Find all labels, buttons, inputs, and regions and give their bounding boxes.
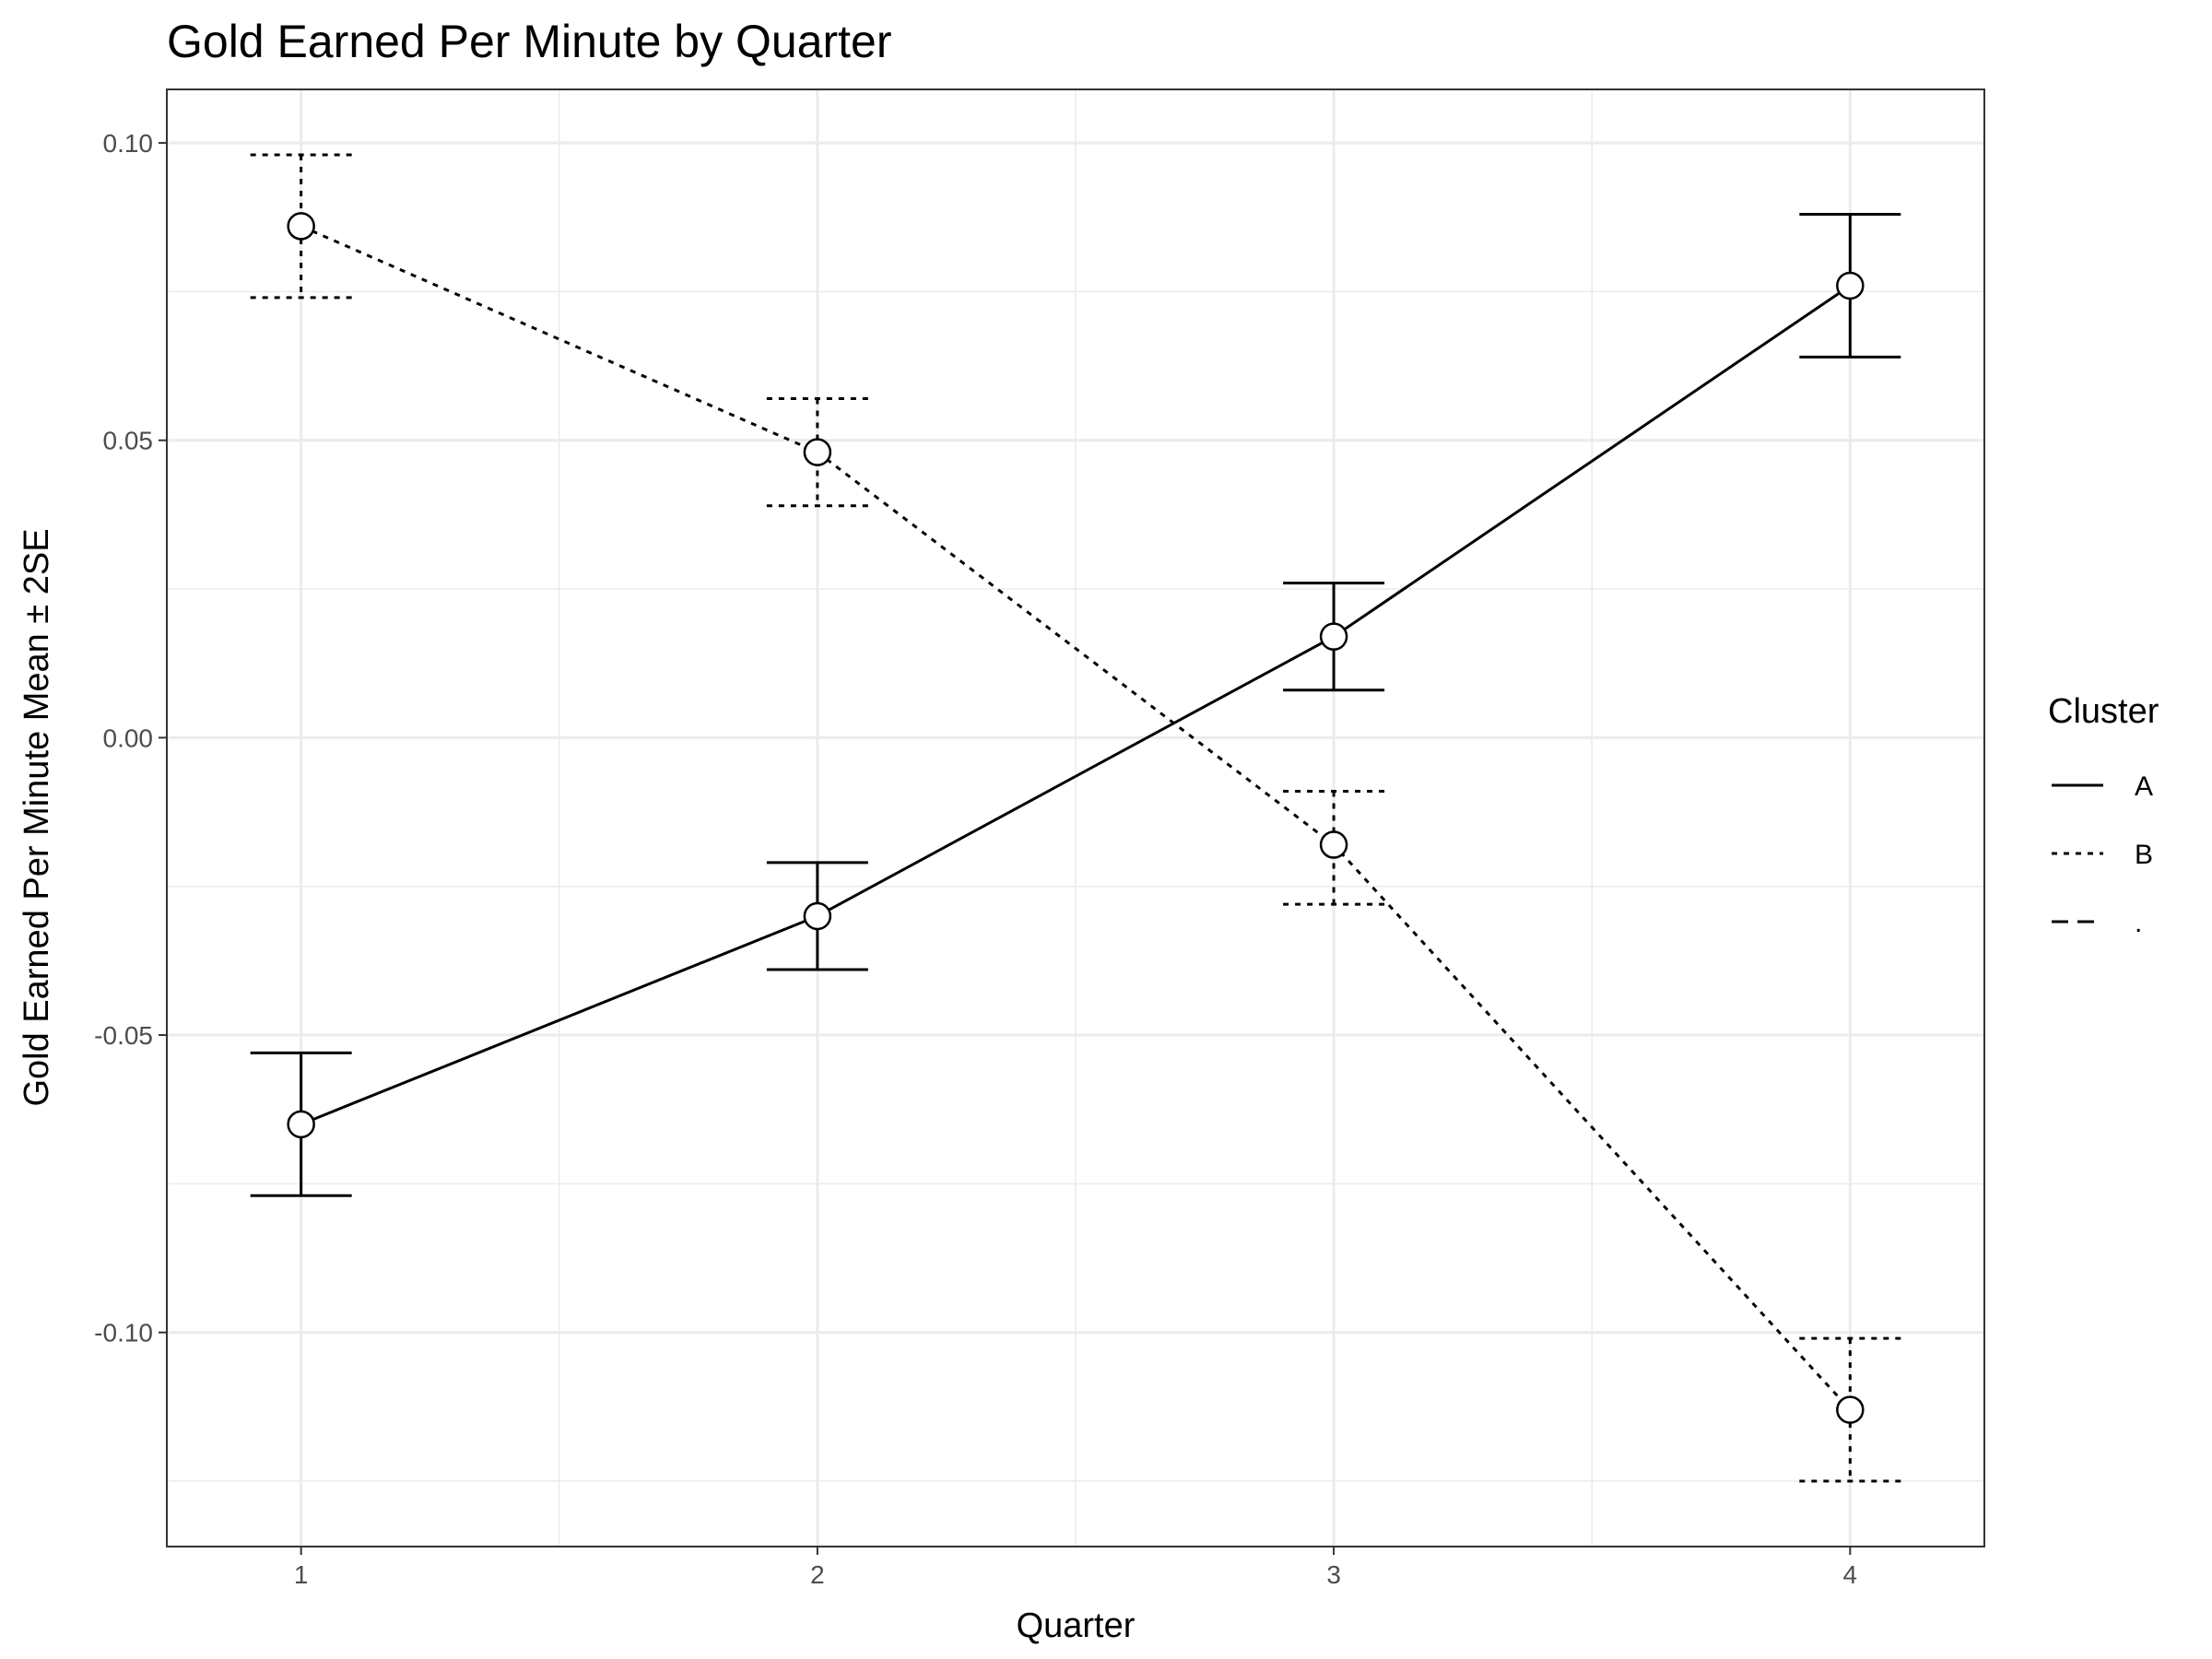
- data-point: [287, 1110, 315, 1139]
- x-tick-label: 1: [294, 1560, 309, 1589]
- legend-label: B: [2135, 840, 2153, 870]
- data-point: [1319, 622, 1348, 651]
- series-line: [300, 284, 1852, 1126]
- data-point: [1836, 271, 1865, 300]
- y-tick-label: 0.10: [103, 129, 154, 158]
- data-point: [1319, 830, 1348, 859]
- data-point: [287, 212, 315, 241]
- y-axis-title: Gold Earned Per Minute Mean ± 2SE: [18, 528, 56, 1106]
- data-point: [803, 901, 832, 931]
- chart-title: Gold Earned Per Minute by Quarter: [167, 16, 892, 67]
- y-tick-label: -0.05: [94, 1021, 153, 1050]
- series-layer: [250, 153, 1901, 1483]
- legend: Cluster A B.: [2048, 692, 2159, 938]
- series-b: [250, 153, 1901, 1483]
- y-axis: 0.10 0.05 0.00 -0.05 -0.10: [94, 129, 167, 1347]
- data-point: [803, 438, 832, 466]
- series-line: [300, 225, 1852, 1411]
- y-tick-label: 0.05: [103, 427, 154, 455]
- x-tick-label: 4: [1843, 1560, 1858, 1589]
- y-tick-label: -0.10: [94, 1319, 153, 1347]
- data-point: [1836, 1395, 1865, 1424]
- x-axis-title: Quarter: [1017, 1606, 1135, 1645]
- series-a: [250, 213, 1901, 1197]
- legend-label: A: [2135, 771, 2153, 802]
- grid: [167, 89, 1984, 1547]
- panel-border: [166, 88, 1985, 1547]
- y-tick-label: 0.00: [103, 724, 154, 752]
- legend-label: .: [2135, 908, 2142, 938]
- x-axis: 1 2 3 4: [294, 1547, 1857, 1589]
- legend-title: Cluster: [2048, 692, 2159, 731]
- x-tick-label: 2: [810, 1560, 825, 1589]
- x-tick-label: 3: [1326, 1560, 1341, 1589]
